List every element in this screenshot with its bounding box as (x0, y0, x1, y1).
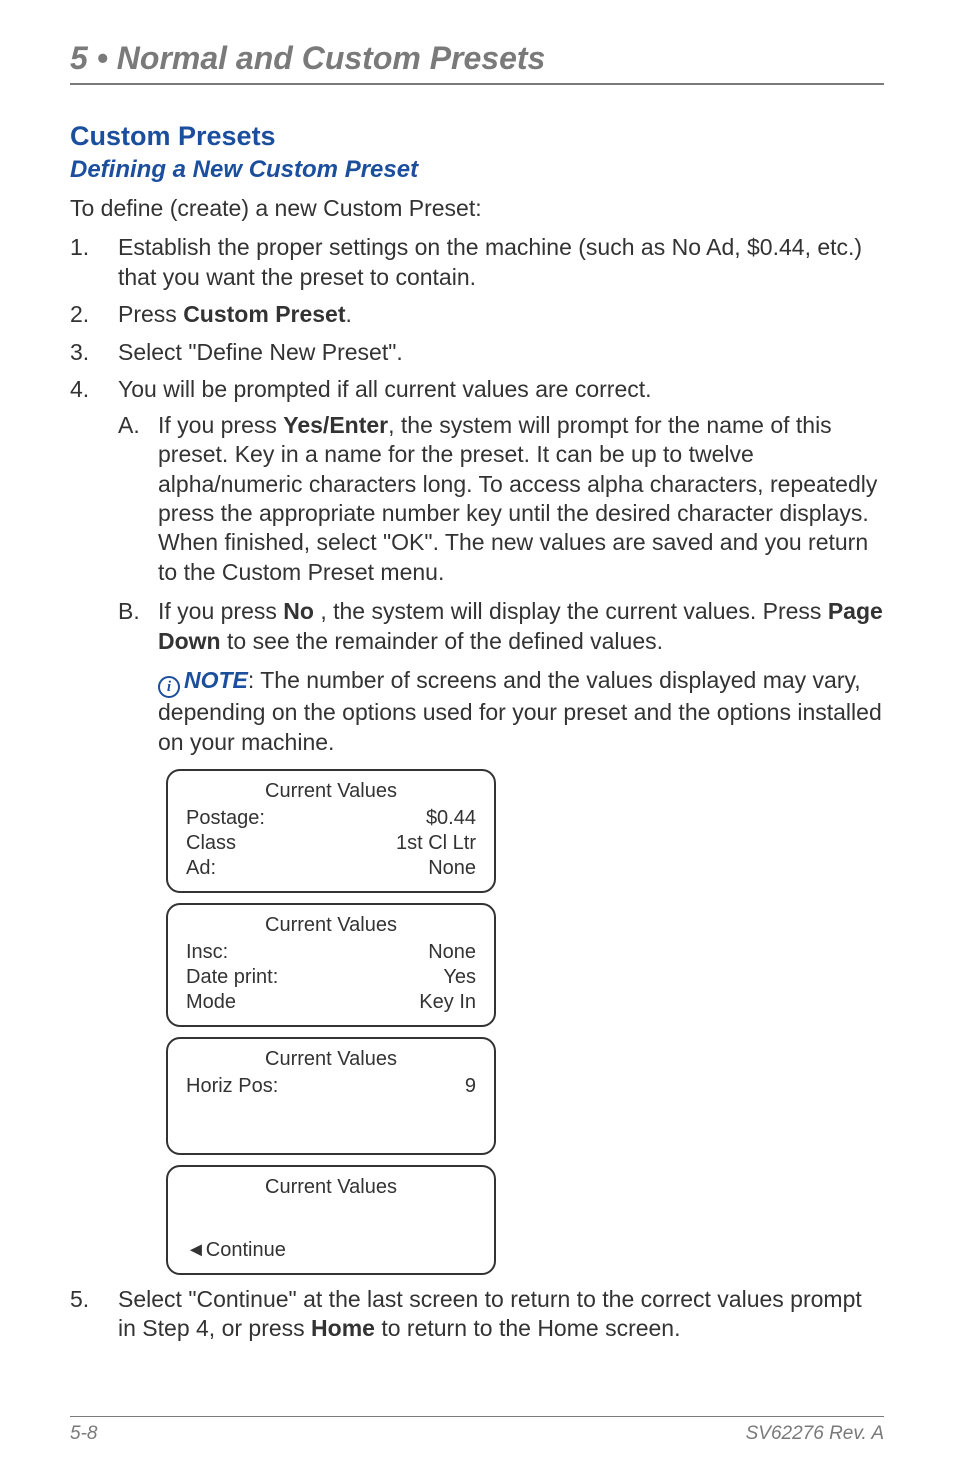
substep-seg: Yes/Enter (283, 412, 388, 438)
note-block: iNOTE: The number of screens and the val… (118, 666, 884, 757)
screen-row: Horiz Pos: 9 (186, 1074, 476, 1099)
screen-row: Class 1st Cl Ltr (186, 831, 476, 856)
row-l: Mode (186, 990, 236, 1015)
substep-letter: A. (118, 411, 140, 440)
screen-title: Current Values (186, 913, 476, 938)
step-seg: Home (311, 1315, 375, 1341)
step-2: 2. Press Custom Preset. (70, 300, 884, 329)
screen-row: Ad: None (186, 856, 476, 881)
footer-right: SV62276 Rev. A (746, 1423, 884, 1445)
section-title: Custom Presets (70, 121, 884, 152)
screen-row: Date print: Yes (186, 965, 476, 990)
row-r: None (428, 940, 476, 965)
info-icon: i (158, 676, 180, 698)
row-r: Key In (419, 990, 476, 1015)
step-number: 4. (70, 375, 89, 404)
step-number: 3. (70, 338, 89, 367)
step-1: 1. Establish the proper settings on the … (70, 233, 884, 292)
step-text: You will be prompted if all current valu… (118, 376, 652, 402)
step-text: . (346, 301, 352, 327)
screen-row: Mode Key In (186, 990, 476, 1015)
screen-title: Current Values (186, 779, 476, 804)
row-r: $0.44 (426, 806, 476, 831)
step-5: 5. Select "Continue" at the last screen … (70, 1285, 884, 1344)
row-l: Postage: (186, 806, 265, 831)
step-number: 5. (70, 1285, 89, 1314)
substeps-list: A. If you press Yes/Enter , the system wi… (118, 411, 884, 657)
step-4: 4. You will be prompted if all current v… (70, 375, 884, 1275)
note-text: : The number of screens and the values d… (158, 667, 882, 754)
screen-box-3: Current Values Horiz Pos: 9 (166, 1037, 496, 1155)
substep-a: A. If you press Yes/Enter, the system wi… (118, 411, 884, 588)
step-3: 3. Select "Define New Preset". (70, 338, 884, 367)
substep-seg: to see the remainder of the defined valu… (221, 628, 663, 654)
substep-seg: If you press (158, 412, 283, 438)
screen-row: Insc: None (186, 940, 476, 965)
substep-seg: , the system will display the current va… (314, 598, 828, 624)
screen-box-2: Current Values Insc:None Date print:Yes … (166, 903, 496, 1027)
note-label: NOTE (184, 667, 248, 693)
row-l: Horiz Pos: (186, 1074, 278, 1099)
step-seg: to return to the Home screen. (375, 1315, 681, 1341)
substep-seg: If you press (158, 598, 283, 624)
step-text: Select "Define New Preset". (118, 339, 403, 365)
substep-letter: B. (118, 597, 140, 626)
substep-b: B. If you press No , the system will dis… (118, 597, 884, 656)
row-l: Ad: (186, 856, 216, 881)
substep-seg: No (283, 598, 314, 624)
step-text: Establish the proper settings on the mac… (118, 234, 862, 289)
row-r: 9 (465, 1074, 476, 1099)
screen-box-1: Current Values Postage: $0.44 Class 1st Cl… (166, 769, 496, 893)
steps-list: 1. Establish the proper settings on the … (70, 233, 884, 1343)
step-number: 2. (70, 300, 89, 329)
screen-box-4: Current Values ◄Continue (166, 1165, 496, 1275)
screen-title: Current Values (186, 1175, 476, 1200)
step-text: Press (118, 301, 183, 327)
footer-left: 5-8 (70, 1423, 97, 1445)
screen-title: Current Values (186, 1047, 476, 1072)
subsection-title: Defining a New Custom Preset (70, 156, 884, 184)
row-r: Yes (443, 965, 476, 990)
row-l: Date print: (186, 965, 278, 990)
row-r: None (428, 856, 476, 881)
page-footer: 5-8 SV62276 Rev. A (70, 1416, 884, 1445)
screen-row: Postage: $0.44 (186, 806, 476, 831)
step-bold: Custom Preset (183, 301, 345, 327)
row-r: 1st Cl Ltr (396, 831, 476, 856)
row-l: Class (186, 831, 236, 856)
continue-label: ◄Continue (186, 1238, 476, 1263)
step-number: 1. (70, 233, 89, 262)
intro-text: To define (create) a new Custom Preset: (70, 194, 884, 223)
page-header: 5 • Normal and Custom Presets (70, 40, 884, 85)
row-l: Insc: (186, 940, 228, 965)
